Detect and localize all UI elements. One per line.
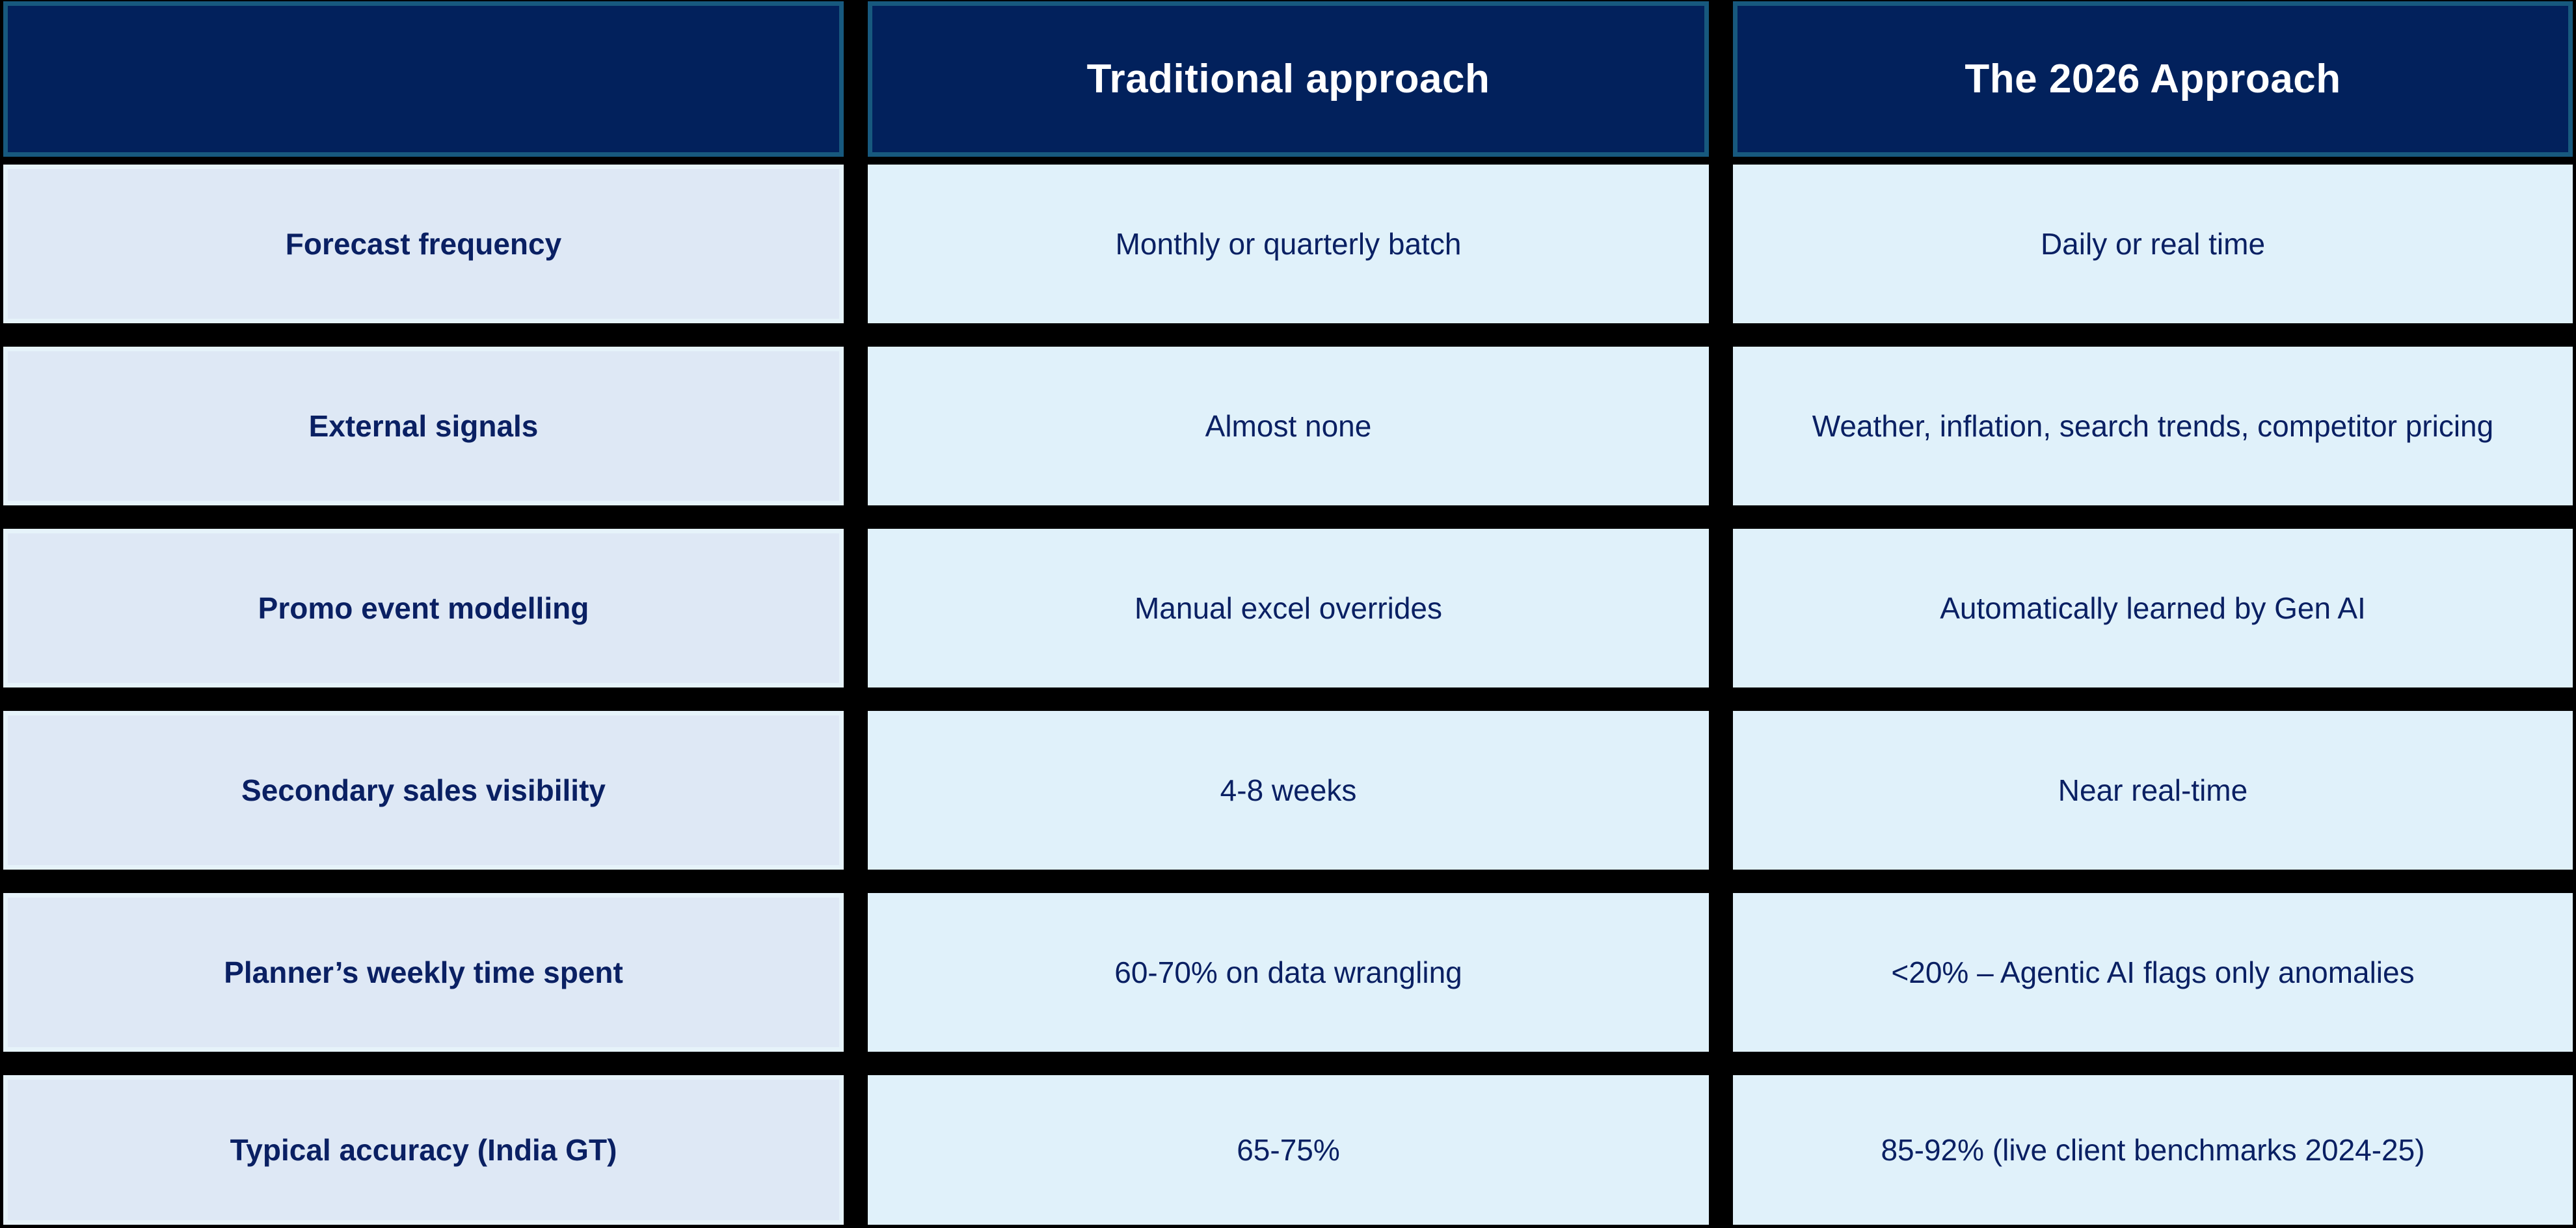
cell-2026-forecast-frequency: Daily or real time [1733,165,2573,323]
table-body: Forecast frequency Monthly or quarterly … [3,165,2573,1225]
header-cell-traditional: Traditional approach [868,1,1709,157]
cell-2026-planners-weekly-time-spent: <20% – Agentic AI flags only anomalies [1733,893,2573,1052]
cell-2026-secondary-sales-visibility: Near real-time [1733,711,2573,870]
cell-2026-typical-accuracy-india-gt: 85-92% (live client benchmarks 2024-25) [1733,1075,2573,1225]
table-header-row: Traditional approach The 2026 Approach [3,1,2573,157]
cell-traditional-planners-weekly-time-spent: 60-70% on data wrangling [868,893,1709,1052]
cell-traditional-secondary-sales-visibility: 4-8 weeks [868,711,1709,870]
cell-traditional-forecast-frequency: Monthly or quarterly batch [868,165,1709,323]
row-label-planners-weekly-time-spent: Planner’s weekly time spent [3,893,844,1052]
row-label-promo-event-modelling: Promo event modelling [3,529,844,687]
cell-traditional-external-signals: Almost none [868,347,1709,505]
header-cell-2026-approach: The 2026 Approach [1733,1,2573,157]
cell-traditional-typical-accuracy-india-gt: 65-75% [868,1075,1709,1225]
row-label-typical-accuracy-india-gt: Typical accuracy (India GT) [3,1075,844,1225]
header-cell-blank [3,1,844,157]
cell-traditional-promo-event-modelling: Manual excel overrides [868,529,1709,687]
row-label-forecast-frequency: Forecast frequency [3,165,844,323]
cell-2026-promo-event-modelling: Automatically learned by Gen AI [1733,529,2573,687]
cell-2026-external-signals: Weather, inflation, search trends, compe… [1733,347,2573,505]
row-label-external-signals: External signals [3,347,844,505]
row-label-secondary-sales-visibility: Secondary sales visibility [3,711,844,870]
